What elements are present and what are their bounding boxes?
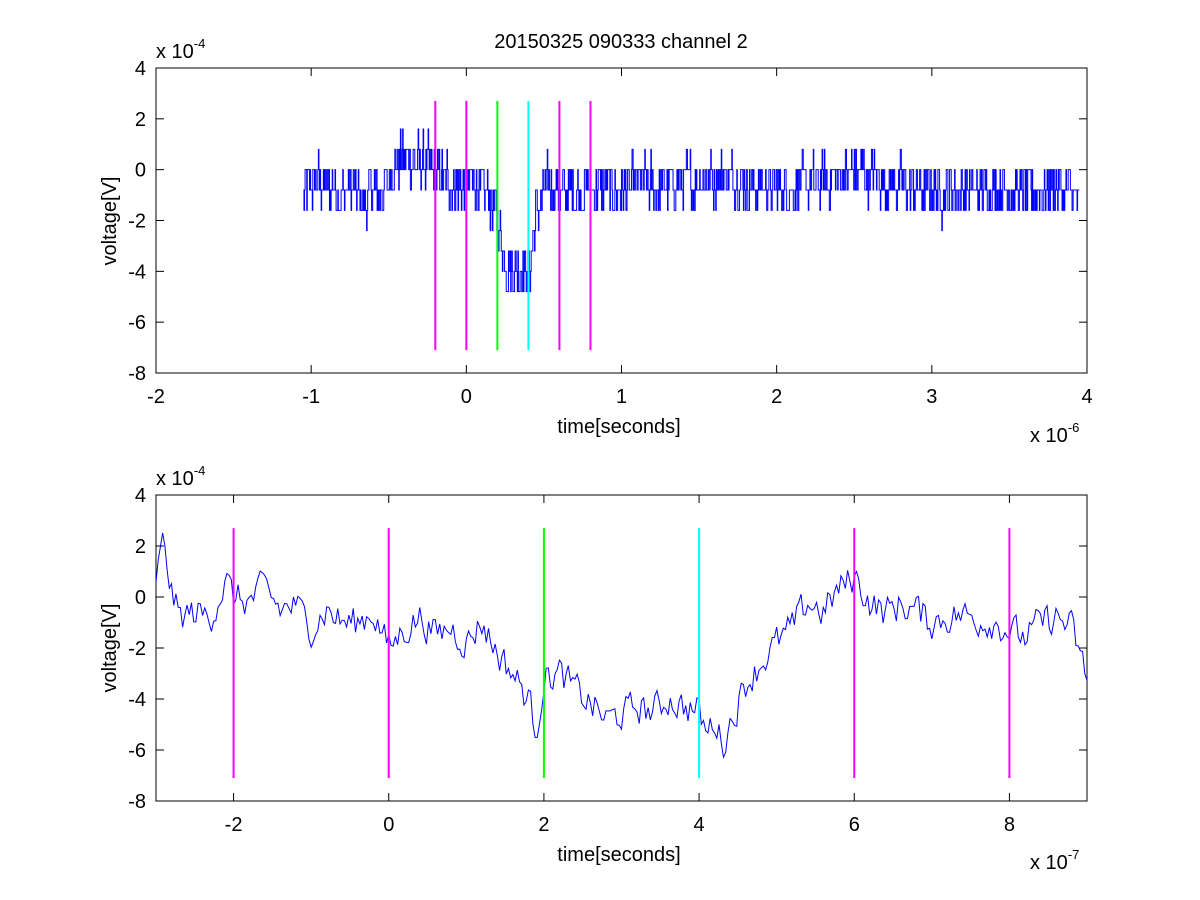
bottom-plot-x-exponent-base: x 10 — [1030, 852, 1068, 874]
top-plot-y-axis-label: voltage[V] — [99, 177, 121, 266]
top-plot-y-exponent: x 10-4 — [156, 36, 205, 63]
top-plot-y-tick-label: -4 — [128, 261, 146, 283]
top-plot-y-exponent-power: -4 — [194, 36, 206, 51]
bottom-plot-y-axis-label: voltage[V] — [99, 604, 121, 693]
bottom-plot-x-tick-label: 6 — [849, 814, 860, 836]
bottom-plot-marker-layer — [232, 528, 1011, 779]
figure-title: 20150325 090333 channel 2 — [494, 31, 748, 53]
bottom-plot-voltage-trace — [155, 532, 1088, 759]
bottom-plot-x-tick-label: 8 — [1004, 814, 1015, 836]
bottom-plot-y-exponent-power: -4 — [194, 463, 206, 478]
bottom-plot-x-tick-label: 4 — [694, 814, 705, 836]
top-plot-marker-layer — [434, 101, 592, 351]
bottom-plot-trace-layer — [155, 532, 1088, 759]
top-plot-x-tick-label: -1 — [302, 386, 320, 408]
top-plot: -2 -1 0 1 2 3 4 -8 -6 -4 -2 0 2 4 time[seconds] volt… — [99, 36, 1093, 447]
bottom-plot-y-tick-label: -6 — [128, 740, 146, 762]
bottom-plot-y-tick-label: 0 — [135, 587, 146, 609]
top-plot-x-tick-label: 0 — [461, 386, 472, 408]
top-plot-y-tick-label: -6 — [128, 312, 146, 334]
top-plot-y-tick-label: 0 — [135, 160, 146, 182]
top-plot-x-tick-label: 1 — [616, 386, 627, 408]
top-plot-x-ticks: -2 -1 0 1 2 3 4 — [147, 68, 1093, 408]
top-plot-voltage-trace — [303, 128, 1080, 293]
top-plot-y-tick-label: 4 — [135, 58, 146, 80]
bottom-plot-y-tick-label: -2 — [128, 638, 146, 660]
bottom-plot-x-exponent-power: -7 — [1068, 847, 1080, 862]
bottom-plot-y-tick-label: 4 — [135, 485, 146, 507]
top-plot-x-exponent: x 10-6 — [1030, 420, 1079, 447]
bottom-plot-x-exponent: x 10-7 — [1030, 847, 1079, 874]
top-plot-x-tick-label: 2 — [771, 386, 782, 408]
bottom-plot-y-ticks: -8 -6 -4 -2 0 2 4 — [128, 485, 1087, 813]
bottom-plot-y-tick-label: -8 — [128, 791, 146, 813]
top-plot-y-ticks: -8 -6 -4 -2 0 2 4 — [128, 58, 1087, 385]
bottom-plot-x-tick-label: -2 — [225, 814, 243, 836]
top-plot-x-tick-label: -2 — [147, 386, 165, 408]
top-plot-x-exponent-base: x 10 — [1030, 425, 1068, 447]
bottom-plot-x-ticks: -2 0 2 4 6 8 — [225, 495, 1015, 836]
bottom-plot-x-tick-label: 0 — [383, 814, 394, 836]
top-plot-y-tick-label: 2 — [135, 109, 146, 131]
top-plot-y-tick-label: -2 — [128, 211, 146, 233]
top-plot-y-exponent-base: x 10 — [156, 41, 194, 63]
bottom-plot-y-tick-label: -4 — [128, 689, 146, 711]
bottom-plot: -2 0 2 4 6 8 -8 -6 -4 -2 0 2 4 time[seconds] voltag… — [99, 463, 1088, 874]
top-plot-trace-layer — [303, 128, 1080, 293]
top-plot-x-tick-label: 4 — [1081, 386, 1092, 408]
top-plot-axes-box — [155, 67, 1088, 374]
bottom-plot-y-exponent: x 10-4 — [156, 463, 205, 490]
bottom-plot-y-tick-label: 2 — [135, 536, 146, 558]
bottom-plot-x-axis-label: time[seconds] — [557, 844, 680, 866]
bottom-plot-y-exponent-base: x 10 — [156, 468, 194, 490]
top-plot-x-axis-label: time[seconds] — [557, 416, 680, 438]
bottom-plot-axes-box — [155, 494, 1088, 802]
top-plot-y-tick-label: -8 — [128, 363, 146, 385]
bottom-plot-x-tick-label: 2 — [538, 814, 549, 836]
top-plot-x-tick-label: 3 — [926, 386, 937, 408]
top-plot-x-exponent-power: -6 — [1068, 420, 1080, 435]
